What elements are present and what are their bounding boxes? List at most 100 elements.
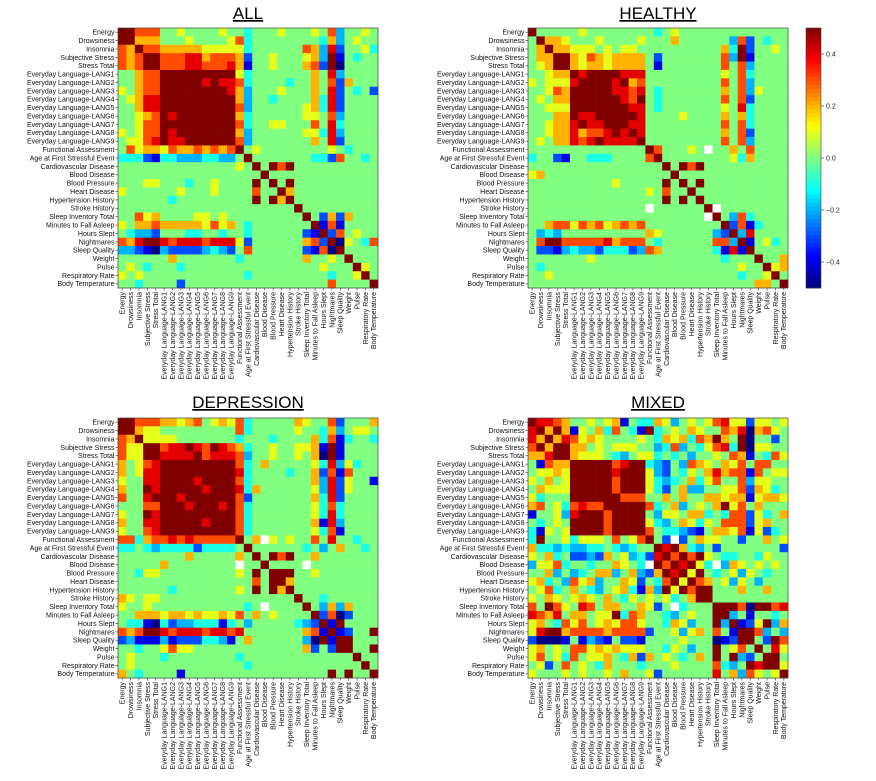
heatmap-cell [285,468,295,478]
heatmap-cell [737,262,747,272]
heatmap-cell [695,61,705,71]
heatmap-cell [611,271,621,280]
x-tick-label: Everyday Language-LANG6 [203,292,210,380]
x-tick-label: Stroke History [706,292,713,336]
heatmap-cell [336,594,345,603]
heatmap-cell [285,577,295,587]
heatmap-cell [201,594,211,603]
x-tick-label: Functional Assessment [647,292,654,364]
heatmap-cell [695,153,705,163]
heatmap-cell [310,36,320,46]
heatmap-cell [143,271,152,280]
y-tick-label: Blood Pressure [67,181,115,188]
colorbar-segment [806,76,821,82]
heatmap-cell [243,86,253,96]
heatmap-cell [151,476,161,486]
heatmap-cell [118,195,127,205]
heatmap-cell [611,543,621,553]
heatmap-cell [544,619,554,628]
heatmap-cell [720,669,730,679]
heatmap-cell [310,552,320,561]
y-tick-label: Everyday Language-LANG4 [27,487,115,494]
heatmap-cell [361,220,370,230]
heatmap-cell [344,229,354,238]
heatmap-cell [687,162,697,171]
heatmap-cell [260,451,270,461]
heatmap-cell [352,279,362,289]
heatmap-cell [168,527,178,536]
heatmap-cell [704,619,713,628]
heatmap-cell [695,279,705,289]
heatmap-cell [294,36,303,46]
heatmap-cell [603,137,613,146]
heatmap-cell [294,568,303,578]
heatmap-cell [779,560,789,570]
heatmap-cell [151,44,161,54]
heatmap-cell [536,627,546,637]
y-tick-label: Cardiovascular Disease [451,164,525,171]
heatmap-cell [243,552,253,561]
heatmap-cell [620,527,629,536]
heatmap-cell [737,271,747,280]
heatmap-cell [737,53,747,62]
heatmap-cell [310,170,320,180]
heatmap-cell [277,585,287,595]
heatmap-cell [176,468,186,478]
heatmap-cell [637,279,646,289]
heatmap-cell [336,103,345,113]
heatmap-cell [653,220,663,230]
heatmap-cell [653,120,663,129]
heatmap-cell [227,661,236,670]
heatmap-cell [620,28,629,37]
heatmap-cell [352,644,362,654]
heatmap-cell [134,162,144,171]
heatmap-cell [746,36,755,46]
heatmap-cell [712,95,722,104]
heatmap-cell [134,128,144,138]
heatmap-cell [277,137,287,146]
heatmap-cell [201,568,211,578]
heatmap-cell [603,661,613,670]
heatmap-cell [720,426,730,436]
heatmap-cell [134,271,144,280]
heatmap-cell [603,246,613,255]
heatmap-cell [762,468,772,478]
heatmap-cell [678,652,688,662]
heatmap-cell [536,493,546,503]
heatmap-cell [361,229,370,238]
heatmap-cell [603,418,613,427]
y-tick-label: Stroke History [481,596,525,603]
heatmap-cell [151,451,161,461]
heatmap-cell [185,254,194,264]
heatmap-cell [670,518,680,528]
heatmap-cell [319,53,328,62]
heatmap-cell [586,103,596,113]
heatmap-cell [687,610,697,620]
heatmap-cell [218,220,228,230]
heatmap-cell [678,212,688,222]
heatmap-cell [361,619,370,628]
heatmap-cell [620,78,629,88]
heatmap-cell [653,262,663,272]
heatmap-cell [193,426,203,436]
heatmap-cell [662,661,671,670]
heatmap-cell [746,145,755,155]
heatmap-cell [159,644,169,654]
heatmap-cell [762,178,772,188]
heatmap-cell [227,237,236,247]
heatmap-cell [620,246,629,255]
heatmap-cell [645,619,655,628]
heatmap-cell [578,552,588,561]
heatmap-cell [235,44,245,54]
heatmap-cell [544,543,554,553]
heatmap-cell [637,636,646,645]
heatmap-cell [653,451,663,461]
heatmap-cell [285,451,295,461]
colorbar-segment [806,117,821,122]
heatmap-cell [260,636,270,645]
heatmap-cell [746,61,755,71]
heatmap-cell [687,510,697,519]
heatmap-cell [134,468,144,478]
heatmap-cell [185,527,194,536]
heatmap-cell [704,535,713,545]
